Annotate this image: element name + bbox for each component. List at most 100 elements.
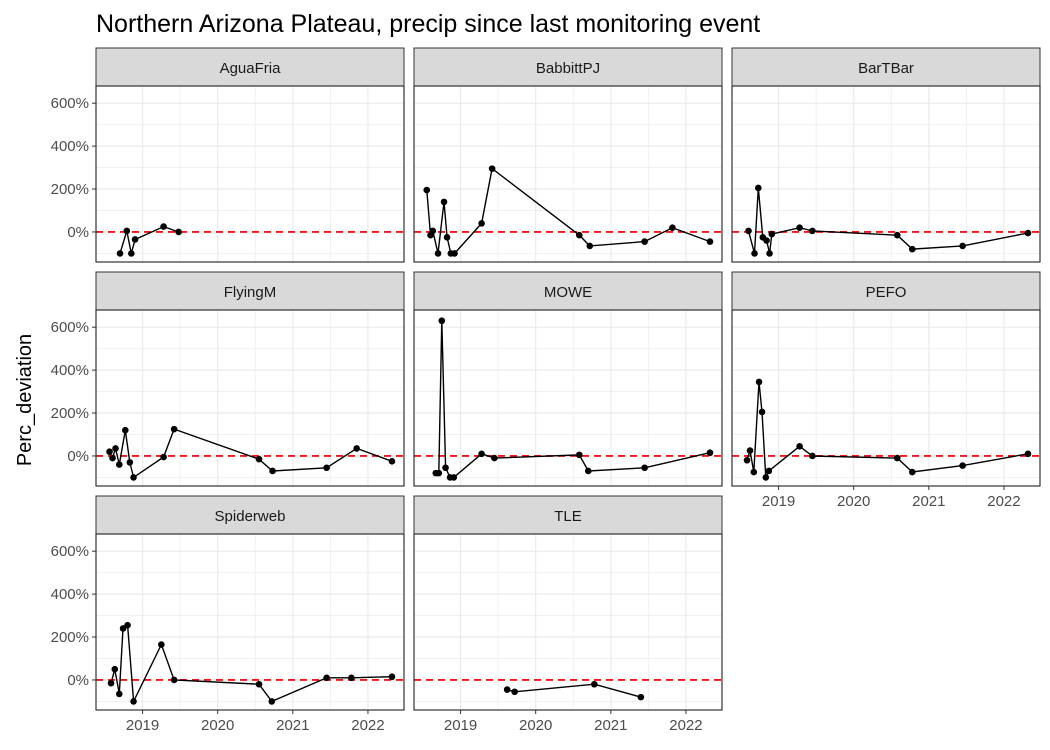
x-tick-label: 2022 [351, 717, 384, 734]
y-tick-label: 600% [51, 95, 89, 112]
strip-label: BarTBar [858, 60, 914, 77]
data-point [669, 224, 676, 231]
data-point [429, 227, 437, 235]
data-point [130, 474, 137, 481]
data-point [763, 237, 770, 244]
x-tick-label: 2019 [762, 493, 795, 510]
strip-background [95, 495, 405, 535]
data-point [765, 467, 773, 475]
data-point [491, 454, 498, 462]
data-point [641, 464, 648, 472]
x-tick-label: 2020 [519, 717, 552, 734]
data-point [706, 449, 714, 457]
y-tick-label: 600% [51, 543, 89, 560]
data-point [128, 250, 135, 257]
data-point [768, 230, 776, 238]
data-point [908, 468, 916, 476]
data-point [170, 425, 178, 433]
data-point [160, 223, 167, 230]
data-point [590, 680, 598, 688]
x-tick-label: 2019 [444, 717, 477, 734]
data-point [269, 467, 276, 475]
data-point [893, 231, 901, 239]
data-point [126, 459, 134, 466]
data-point [450, 474, 458, 481]
data-point [268, 698, 276, 705]
data-point [111, 665, 119, 673]
panel-border [413, 85, 723, 263]
data-point [442, 464, 449, 472]
data-point [762, 474, 770, 481]
data-point [451, 250, 458, 257]
chart-title: Northern Arizona Plateau, precip since l… [96, 10, 760, 38]
panel-BarTBar: BarTBar [731, 47, 1041, 263]
data-point [435, 469, 443, 477]
data-point [893, 454, 901, 462]
panel-border [95, 85, 405, 263]
data-point [123, 227, 131, 235]
panel-TLE: TLE 2019 2020 2021 2022 [413, 495, 723, 734]
y-tick-label: 0% [67, 672, 89, 689]
data-point [158, 641, 165, 648]
data-point [575, 231, 583, 239]
data-point [160, 453, 167, 461]
data-point [323, 674, 330, 682]
data-point [353, 445, 360, 452]
series-line [507, 683, 642, 698]
y-tick-label: 400% [51, 138, 89, 155]
data-point [809, 227, 816, 235]
data-point [116, 250, 124, 257]
data-point [959, 242, 966, 250]
data-point [115, 690, 123, 698]
data-point [766, 250, 773, 257]
y-tick-label: 0% [67, 224, 89, 241]
y-tick-label: 200% [51, 629, 89, 646]
panel-BabbittPJ: BabbittPJ [413, 47, 723, 263]
data-point [796, 224, 803, 231]
data-point [586, 242, 594, 250]
data-point [746, 447, 754, 454]
data-point [809, 452, 816, 460]
data-point [743, 456, 751, 464]
data-point [503, 686, 511, 693]
panel-border [731, 85, 1041, 263]
y-axis-label: Perc_deviation [14, 334, 36, 466]
panel-border [95, 309, 405, 487]
strip-label: BabbittPJ [536, 60, 600, 77]
data-point [745, 227, 752, 235]
data-point [255, 680, 263, 688]
strip-background [95, 271, 405, 311]
strip-background [413, 271, 723, 311]
strip-background [731, 47, 1041, 87]
data-point [434, 250, 442, 257]
data-point [106, 448, 113, 455]
data-point [121, 426, 129, 434]
data-point [423, 186, 431, 194]
x-tick-label: 2022 [669, 717, 702, 734]
panel-border [95, 533, 405, 711]
data-point [438, 317, 446, 325]
y-tick-label: 600% [51, 319, 89, 336]
strip-label: MOWE [544, 284, 592, 301]
data-point [750, 468, 758, 476]
data-point [584, 467, 592, 475]
y-tick-label: 400% [51, 362, 89, 379]
series-line [435, 320, 711, 479]
data-point [575, 451, 583, 459]
data-point [107, 679, 115, 687]
strip-label: AguaFria [220, 60, 282, 77]
x-tick-label: 2019 [126, 717, 159, 734]
data-point [115, 461, 123, 468]
data-point [751, 250, 758, 257]
panel-border [731, 309, 1041, 487]
data-point [348, 674, 355, 682]
data-point [170, 676, 178, 684]
panel-FlyingM: FlyingM 0% 200% 400% 600% [51, 271, 405, 487]
data-point [130, 698, 137, 705]
data-point [478, 220, 485, 227]
data-point [754, 184, 762, 192]
data-point [443, 234, 451, 241]
data-point [1024, 229, 1032, 237]
y-tick-label: 400% [51, 586, 89, 603]
data-point [388, 458, 396, 465]
